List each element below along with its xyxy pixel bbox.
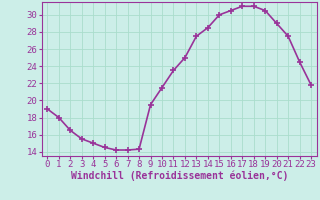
- X-axis label: Windchill (Refroidissement éolien,°C): Windchill (Refroidissement éolien,°C): [70, 171, 288, 181]
